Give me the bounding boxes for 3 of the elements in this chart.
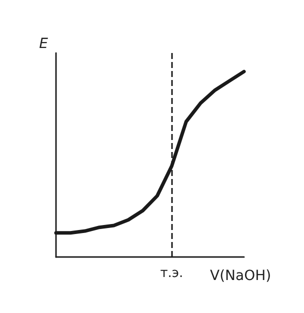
x-axis-title: V(NaOH) [210, 268, 272, 284]
text: т.э. [160, 266, 184, 281]
y-axis-title: E [39, 36, 48, 52]
